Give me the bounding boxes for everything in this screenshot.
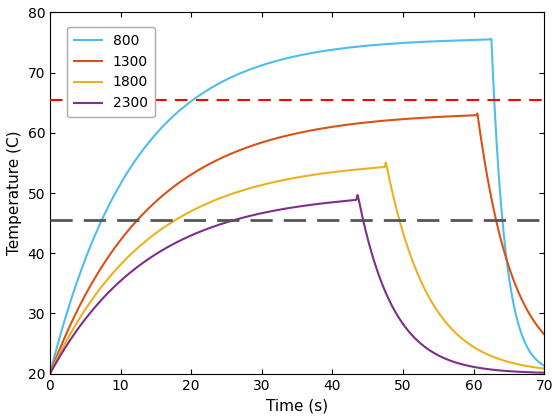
Line: 1300: 1300 xyxy=(50,113,544,374)
1800 xyxy=(453,331,460,336)
2300 xyxy=(416,339,422,344)
1300 xyxy=(137,215,143,220)
800 xyxy=(488,36,494,41)
1800 xyxy=(541,366,548,371)
1300 xyxy=(46,371,53,376)
Y-axis label: Temperature (C): Temperature (C) xyxy=(7,131,22,255)
800 xyxy=(236,71,242,76)
1800 xyxy=(236,189,242,194)
1800 xyxy=(46,371,53,376)
Line: 2300: 2300 xyxy=(50,195,544,374)
2300 xyxy=(236,216,242,221)
800 xyxy=(137,152,143,157)
2300 xyxy=(46,371,53,376)
1300 xyxy=(343,122,350,127)
1800 xyxy=(416,274,422,279)
800 xyxy=(343,45,350,50)
1800 xyxy=(343,168,350,173)
2300 xyxy=(368,250,375,255)
2300 xyxy=(541,370,548,375)
1800 xyxy=(382,160,389,165)
1300 xyxy=(474,111,480,116)
800 xyxy=(46,371,53,376)
1300 xyxy=(236,148,242,153)
Line: 800: 800 xyxy=(50,39,544,374)
2300 xyxy=(343,198,350,203)
1800 xyxy=(368,165,375,171)
800 xyxy=(453,38,460,43)
2300 xyxy=(354,192,361,197)
2300 xyxy=(453,360,460,365)
Line: 1800: 1800 xyxy=(50,163,544,374)
1300 xyxy=(541,332,548,337)
Legend: 800, 1300, 1800, 2300: 800, 1300, 1800, 2300 xyxy=(67,26,155,117)
1800 xyxy=(137,244,143,249)
1300 xyxy=(453,113,460,118)
800 xyxy=(368,43,375,48)
1300 xyxy=(416,116,422,121)
800 xyxy=(416,39,422,45)
1300 xyxy=(368,119,375,124)
800 xyxy=(541,363,548,368)
X-axis label: Time (s): Time (s) xyxy=(266,398,328,413)
2300 xyxy=(137,262,143,268)
